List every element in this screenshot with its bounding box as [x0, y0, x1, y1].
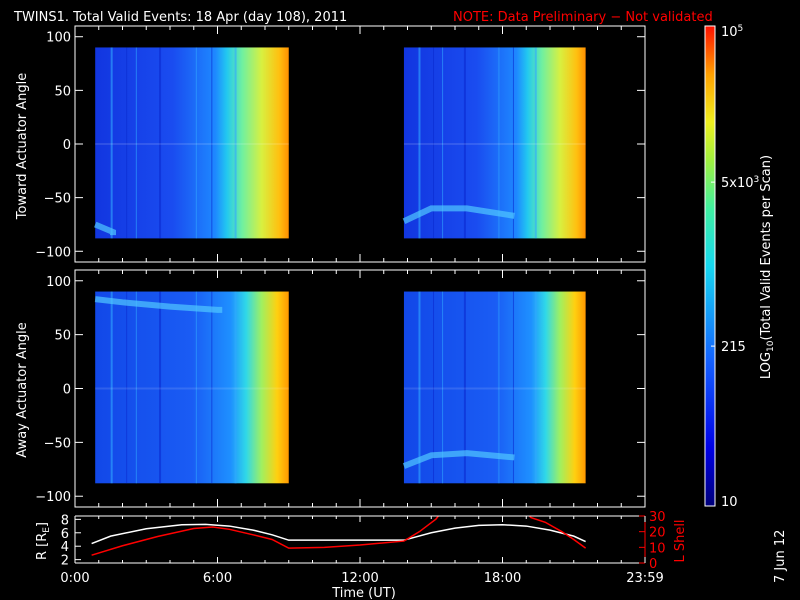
ytick-label: −100	[35, 245, 71, 260]
data-streak	[463, 47, 466, 239]
away-angle-panel: 100 50 0 −50 −100	[35, 269, 646, 508]
data-streak	[534, 47, 537, 239]
lshell-ytick-label: 10	[649, 541, 666, 556]
r-ytick-label: 6	[61, 527, 69, 542]
ytick-label: −50	[44, 192, 71, 207]
toward-angle-ylabel: Toward Actuator Angle	[15, 73, 30, 220]
feature-trace-2	[402, 450, 515, 469]
data-streak	[442, 291, 444, 484]
toward-angle-panel: 100 50 0 −50 −100	[35, 25, 646, 263]
lshell-ytick-label: 0	[649, 557, 657, 572]
lshell-ytick-label: 30	[649, 510, 666, 525]
data-streak	[135, 47, 137, 239]
colorbar-label: LOG10(Total Valid Events per Scan)	[759, 155, 776, 379]
time-xtick-label: 18:00	[484, 571, 521, 586]
data-streak	[463, 291, 466, 484]
data-preliminary-note: NOTE: Data Preliminary − Not validated	[453, 10, 713, 25]
time-xtick-label: 12:00	[341, 571, 378, 586]
lshell-axis-label: L Shell	[673, 519, 688, 562]
data-streak	[433, 47, 435, 239]
colorbar-tick-label: 5x103	[721, 175, 759, 191]
data-streak	[110, 47, 113, 239]
data-streak	[512, 47, 514, 239]
ytick-label: 50	[54, 329, 71, 344]
ytick-label: 0	[63, 138, 71, 153]
data-streak	[195, 291, 197, 484]
ytick-label: 0	[63, 383, 71, 398]
lshell-line-1	[91, 516, 440, 556]
data-streak	[126, 47, 128, 239]
data-streak	[512, 291, 514, 484]
data-streak	[534, 291, 537, 484]
r-ytick-label: 4	[61, 540, 69, 555]
colorbar-tick-label: 10	[721, 495, 738, 510]
chart-title: TWINS1. Total Valid Events: 18 Apr (day …	[13, 10, 347, 25]
data-streak	[418, 291, 421, 484]
data-block-2	[403, 291, 586, 484]
feature-trace-1	[94, 296, 223, 313]
ytick-label: 100	[46, 275, 71, 290]
time-axis-label: Time (UT)	[331, 586, 396, 600]
date-stamp: 7 Jun 12	[773, 530, 788, 583]
data-streak	[442, 47, 444, 239]
r-ytick-label: 8	[61, 513, 69, 528]
lshell-line-2	[528, 516, 587, 549]
data-streak	[110, 291, 113, 484]
data-block-1	[95, 291, 289, 484]
data-streak	[498, 291, 500, 484]
data-streak	[195, 47, 197, 239]
colorbar: 105 5x103 215 10	[704, 24, 759, 510]
feature-trace-1	[94, 221, 116, 236]
data-block-1	[95, 47, 289, 239]
r-ytick-label: 2	[61, 554, 69, 569]
data-streak	[498, 47, 500, 239]
feature-trace-2	[402, 205, 515, 224]
r-axis-label: R [RE]	[35, 522, 52, 560]
data-streak	[159, 291, 162, 484]
ytick-label: 50	[54, 84, 71, 99]
ytick-label: −50	[44, 436, 71, 451]
colorbar-tick-label: 105	[721, 24, 743, 40]
data-streak	[135, 291, 137, 484]
data-streak	[234, 47, 237, 239]
data-streak	[211, 291, 213, 484]
colorbar-gradient	[705, 26, 715, 506]
time-xtick-label: 6:00	[203, 571, 232, 586]
time-xtick-label: 0:00	[60, 571, 89, 586]
colorbar-tick-label: 215	[721, 340, 746, 355]
data-streak	[159, 47, 162, 239]
r-distance-line	[91, 523, 586, 545]
data-streak	[234, 291, 237, 484]
data-streak	[433, 291, 435, 484]
time-xtick-label: 23:59	[626, 571, 663, 586]
data-streak	[211, 47, 213, 239]
ytick-label: −100	[35, 490, 71, 505]
colorbar-frame	[704, 25, 716, 507]
lshell-ytick-label: 20	[649, 526, 666, 541]
data-streak	[126, 291, 128, 484]
ytick-label: 100	[46, 31, 71, 46]
away-angle-ylabel: Away Actuator Angle	[15, 322, 30, 457]
data-streak	[418, 47, 421, 239]
